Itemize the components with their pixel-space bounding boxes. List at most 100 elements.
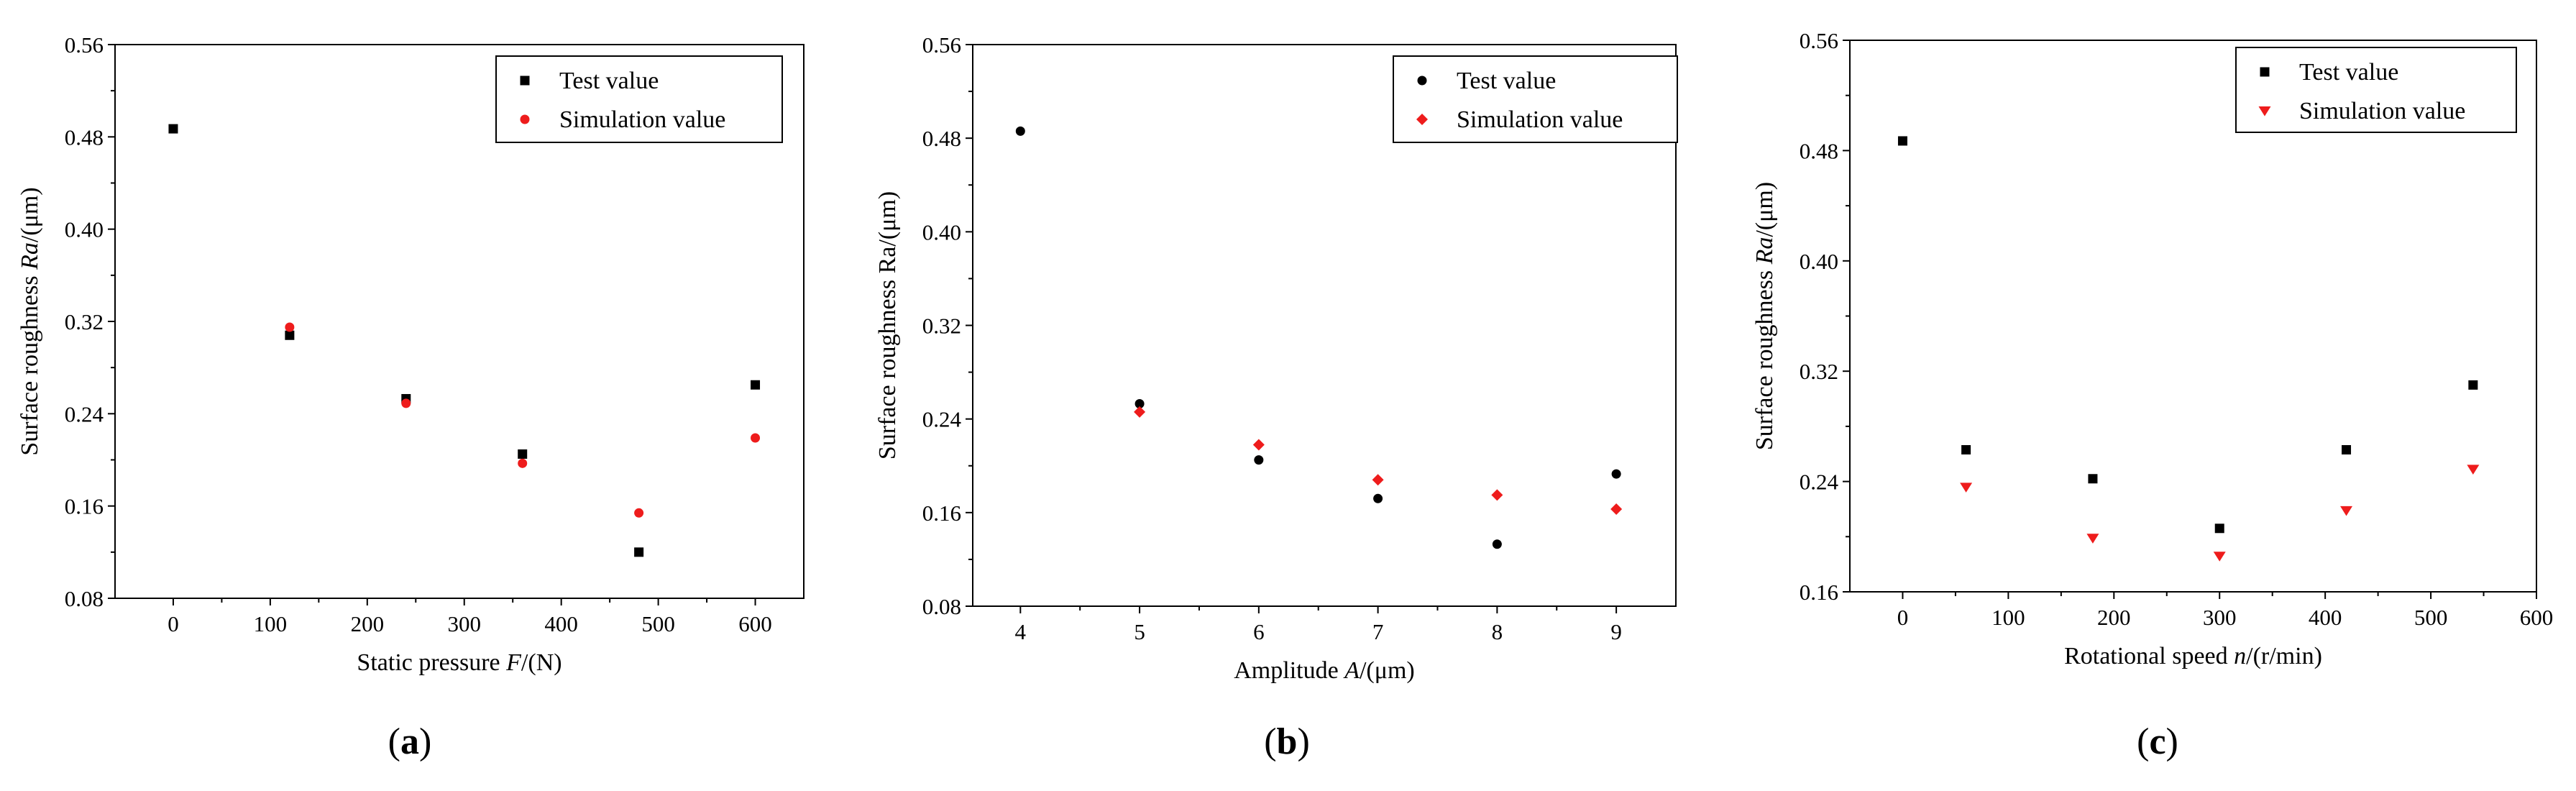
y-tick-label: 0.16 [65, 494, 104, 519]
x-axis-title: Static pressure F/(N) [357, 649, 562, 676]
data-point [168, 124, 178, 134]
panel-label: (c) [2137, 721, 2178, 762]
series-simulation [285, 322, 761, 518]
data-point [2468, 380, 2478, 390]
legend-marker [2258, 106, 2271, 116]
x-tick-label: 100 [1991, 605, 2025, 630]
y-tick-label: 0.08 [922, 594, 961, 619]
x-tick-label: 500 [641, 611, 675, 636]
data-point [2467, 465, 2480, 475]
x-tick-label: 4 [1015, 619, 1027, 644]
legend-box [2235, 47, 2517, 133]
legend-label: Test value [2299, 59, 2398, 86]
y-tick-label: 0.48 [1800, 138, 1838, 163]
data-point [401, 398, 411, 408]
x-tick-label: 8 [1492, 619, 1503, 644]
legend-label: Test value [1457, 68, 1556, 94]
data-point [518, 449, 528, 459]
y-tick-label: 0.32 [1800, 359, 1838, 384]
data-point [2342, 444, 2352, 454]
x-tick-label: 6 [1253, 619, 1265, 644]
x-tick-label: 400 [2309, 605, 2342, 630]
legend-box [1393, 55, 1678, 143]
data-point [634, 508, 644, 518]
data-point [1961, 444, 1971, 454]
y-tick-label: 0.24 [922, 407, 962, 432]
x-tick-label: 600 [2520, 605, 2554, 630]
legend-marker [2260, 67, 2270, 77]
x-tick-label: 200 [2097, 605, 2131, 630]
data-point [2086, 534, 2099, 544]
data-point [1611, 469, 1621, 479]
legend-box [495, 55, 783, 143]
legend: Test value Simulation value [1393, 55, 1678, 143]
x-tick-label: 5 [1134, 619, 1145, 644]
x-axis-title: Rotational speed n/(r/min) [2064, 643, 2322, 669]
y-tick-label: 0.32 [922, 314, 961, 339]
y-tick-label: 0.40 [65, 217, 104, 242]
y-tick-label: 0.48 [922, 126, 961, 151]
y-tick-label: 0.56 [922, 32, 961, 58]
data-point [2214, 523, 2224, 534]
y-tick-label: 0.56 [1800, 28, 1838, 53]
data-point [285, 330, 295, 340]
series-test [1015, 126, 1621, 549]
legend-marker [1417, 76, 1427, 86]
data-point [2213, 552, 2226, 562]
data-point [1015, 126, 1025, 136]
data-point [2340, 506, 2353, 516]
data-point [518, 458, 528, 468]
x-tick-label: 400 [544, 611, 578, 636]
x-tick-label: 500 [2414, 605, 2448, 630]
x-tick-label: 200 [351, 611, 385, 636]
y-axis-title: Surface roughness Ra/(μm) [17, 187, 43, 455]
y-tick-label: 0.16 [922, 500, 961, 526]
y-tick-label: 0.32 [65, 309, 104, 334]
data-point [751, 380, 761, 390]
x-tick-label: 100 [254, 611, 288, 636]
legend-label: Simulation value [559, 106, 725, 133]
x-tick-label: 9 [1610, 619, 1622, 644]
legend: Test value Simulation value [2235, 47, 2517, 133]
data-point [1134, 406, 1146, 418]
series-simulation [1960, 465, 2480, 562]
x-tick-label: 600 [738, 611, 772, 636]
data-point [751, 433, 761, 443]
x-axis-title: Amplitude A/(μm) [1234, 657, 1414, 684]
legend: Test value Simulation value [495, 55, 783, 143]
legend-label: Simulation value [1457, 106, 1623, 133]
legend-label: Test value [559, 68, 659, 94]
legend-label: Simulation value [2299, 98, 2465, 124]
x-tick-label: 7 [1372, 619, 1384, 644]
x-tick-label: 300 [2203, 605, 2237, 630]
y-tick-label: 0.24 [1800, 470, 1839, 495]
y-tick-label: 0.56 [65, 32, 104, 58]
data-point [1135, 399, 1145, 409]
panel-label: (a) [388, 721, 432, 762]
data-point [2088, 474, 2098, 484]
data-point [1373, 493, 1383, 503]
y-tick-label: 0.16 [1800, 580, 1838, 605]
legend-marker [520, 76, 530, 86]
y-tick-label: 0.40 [922, 219, 961, 244]
y-tick-label: 0.40 [1800, 249, 1838, 274]
panel-label: (b) [1264, 721, 1310, 762]
data-point [285, 322, 295, 332]
y-tick-label: 0.24 [65, 401, 104, 426]
chart-panel-2: 0 100 200 300 400 500 600 0.16 0.24 0.32 0.40 0.48 0… [1751, 28, 2553, 762]
data-point [1254, 455, 1264, 465]
y-axis-title: Surface roughness Ra/(μm) [1751, 182, 1778, 450]
y-tick-label: 0.08 [65, 586, 104, 611]
y-axis-title: Surface roughness Ra/(μm) [874, 191, 901, 459]
data-point [1252, 439, 1265, 451]
data-point [1897, 136, 1907, 146]
chart-panel-1: 4 5 6 7 8 9 0.08 0.16 0.24 0.32 0.40 0.48 0.56 Amplit… [874, 32, 1678, 762]
x-tick-label: 0 [1897, 605, 1909, 630]
series-test [1897, 136, 2478, 534]
data-point [1610, 503, 1623, 515]
x-tick-label: 300 [447, 611, 481, 636]
series-test [168, 124, 761, 557]
chart-panel-0: 0 100 200 300 400 500 600 0.08 0.16 0.24 0.32 0.40 0… [17, 32, 805, 762]
x-tick-label: 0 [168, 611, 179, 636]
